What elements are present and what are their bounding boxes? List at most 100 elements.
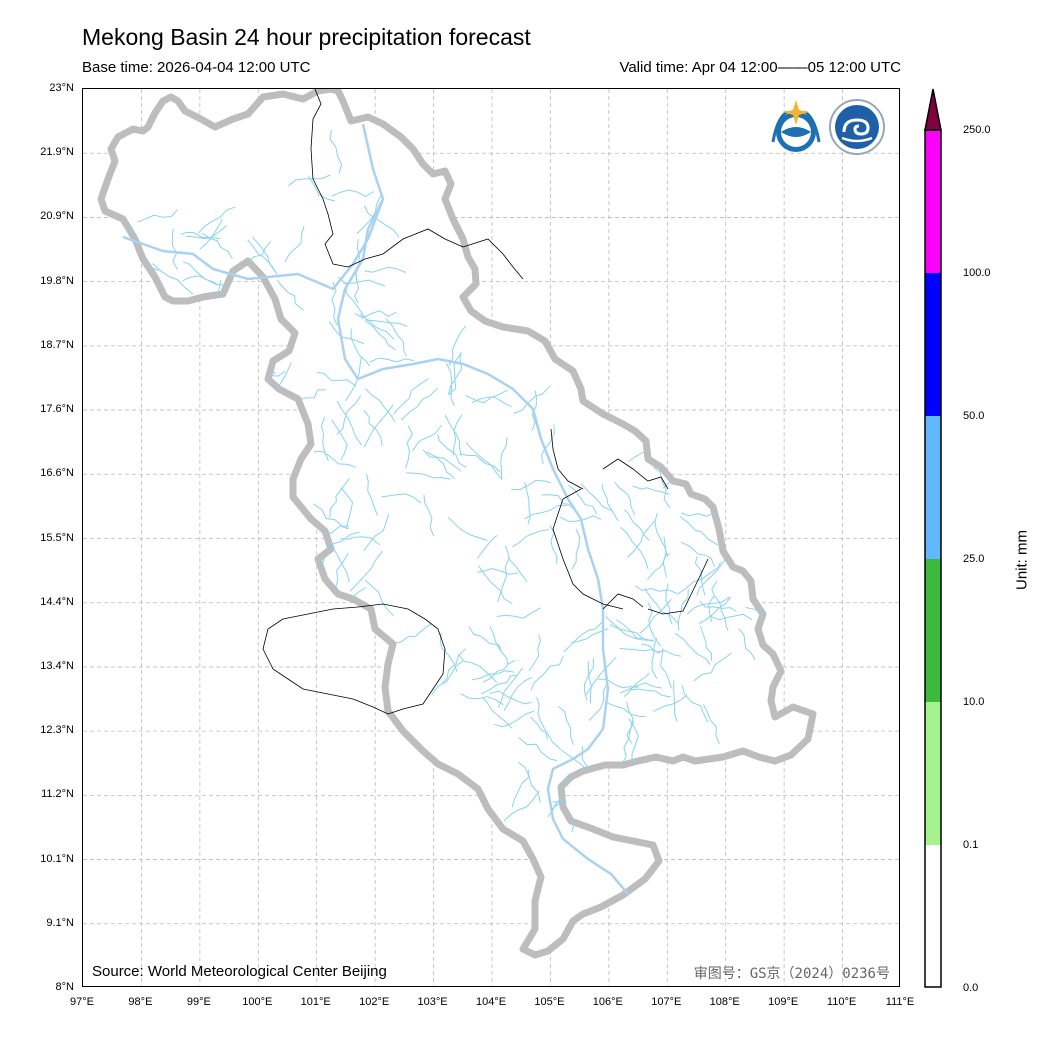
tributary-river bbox=[489, 626, 509, 665]
x-tick-label: 107°E bbox=[651, 996, 682, 1008]
base-time-label: Base time: 2026-04-04 12:00 UTC bbox=[82, 59, 311, 76]
tributary-river bbox=[693, 652, 732, 682]
cma-logo-icon bbox=[829, 99, 885, 155]
x-tick-label: 101°E bbox=[300, 996, 331, 1008]
y-tick-label: 12.3°N bbox=[40, 724, 74, 737]
colorbar-segment bbox=[925, 416, 941, 559]
tributary-river bbox=[567, 484, 598, 515]
tributary-river bbox=[340, 487, 354, 530]
approval-number: 审图号：GS京（2024）0236号 bbox=[693, 966, 890, 982]
x-tick-label: 111°E bbox=[885, 996, 915, 1008]
tributary-river bbox=[364, 580, 394, 617]
colorbar-tick-label: 10.0 bbox=[963, 696, 985, 708]
tributary-river bbox=[571, 528, 581, 570]
tributary-river bbox=[313, 503, 349, 530]
tributary-river bbox=[623, 672, 650, 697]
colorbar-segment bbox=[925, 130, 941, 273]
tributary-river bbox=[583, 658, 594, 701]
tributary-river bbox=[513, 385, 551, 414]
x-tick-label: 105°E bbox=[534, 996, 565, 1008]
tributary-river bbox=[354, 310, 397, 319]
tributary-river bbox=[518, 737, 558, 762]
tributary-river bbox=[494, 710, 535, 728]
tributary-river bbox=[329, 478, 350, 518]
tributary-river bbox=[674, 632, 711, 665]
logo-wmo bbox=[767, 98, 825, 156]
colorbar-tick-label: 0.0 bbox=[963, 982, 979, 994]
colorbar-tick-label: 250.0 bbox=[963, 124, 991, 136]
tributary-river bbox=[471, 670, 515, 681]
wmo-logo-icon bbox=[771, 100, 821, 152]
tributary-river bbox=[465, 389, 508, 404]
tributary-river bbox=[331, 189, 375, 197]
tributary-river bbox=[588, 684, 607, 721]
tributary-river bbox=[482, 697, 513, 729]
map-title: Mekong Basin 24 hour precipitation forec… bbox=[82, 24, 531, 50]
x-tick-label: 100°E bbox=[242, 996, 273, 1008]
colorbar-tick-label: 100.0 bbox=[963, 267, 991, 279]
tributary-river bbox=[405, 425, 413, 469]
tributary-river bbox=[180, 231, 221, 240]
tributary-river bbox=[500, 437, 508, 480]
x-tick-label: 99°E bbox=[186, 996, 211, 1008]
colorbar-frame bbox=[924, 129, 942, 988]
tributary-river bbox=[363, 205, 400, 238]
tributary-river bbox=[698, 596, 731, 624]
tributary-river bbox=[363, 410, 383, 446]
source-label: Source: World Meteorological Center Beij… bbox=[92, 963, 387, 980]
tributary-river bbox=[629, 688, 671, 698]
colorbar-segment bbox=[925, 559, 941, 702]
tributary-river bbox=[355, 239, 360, 281]
tributary-river bbox=[349, 550, 383, 592]
y-tick-label: 15.5°N bbox=[40, 531, 74, 544]
tributary-river bbox=[442, 648, 467, 684]
tributary-river bbox=[465, 442, 503, 480]
y-tick-label: 14.4°N bbox=[40, 595, 74, 608]
tributary-river bbox=[363, 514, 390, 551]
tributary-river bbox=[580, 483, 614, 513]
tributary-river bbox=[182, 261, 218, 286]
tributary-river bbox=[713, 594, 729, 632]
tributary-river bbox=[431, 660, 464, 696]
colorbar-svg bbox=[924, 88, 942, 988]
tributary-river bbox=[540, 424, 556, 464]
tributary-river bbox=[265, 408, 305, 420]
tributary-river bbox=[651, 638, 658, 679]
tributary-river bbox=[313, 450, 356, 468]
tributary-river bbox=[468, 626, 502, 651]
tributary-river bbox=[154, 305, 196, 318]
y-tick-label: 23°N bbox=[49, 82, 74, 94]
country-border-line bbox=[602, 558, 709, 615]
y-tick-label: 16.6°N bbox=[40, 467, 74, 480]
colorbar-segment bbox=[925, 702, 941, 845]
tributary-river bbox=[477, 567, 518, 575]
tributary-river bbox=[369, 357, 415, 363]
tributary-river bbox=[199, 218, 223, 250]
colorbar-unit: Unit: mm bbox=[1013, 530, 1031, 590]
tributary-river bbox=[365, 320, 396, 351]
y-tick-label: 13.4°N bbox=[40, 659, 74, 672]
tributary-river bbox=[459, 453, 501, 473]
tributary-river bbox=[662, 536, 667, 578]
tributary-river bbox=[406, 472, 451, 480]
tributary-river bbox=[605, 616, 644, 641]
tributary-river bbox=[385, 318, 407, 357]
x-tick-label: 102°E bbox=[359, 996, 390, 1008]
tributary-river bbox=[480, 675, 517, 695]
tributary-river bbox=[328, 320, 365, 345]
tributary-river bbox=[652, 694, 688, 712]
tributary-river bbox=[673, 680, 678, 722]
tributary-river bbox=[627, 519, 656, 558]
tributary-river bbox=[331, 419, 348, 461]
tributary-river bbox=[642, 767, 685, 779]
map-canvas bbox=[83, 89, 899, 986]
tributary-river bbox=[528, 634, 541, 672]
tributary-river bbox=[614, 481, 636, 516]
tributary-river bbox=[699, 625, 713, 662]
y-tick-label: 20.9°N bbox=[40, 210, 74, 223]
tributary-river bbox=[364, 319, 408, 327]
tributary-river bbox=[453, 414, 463, 456]
tributary-river bbox=[503, 676, 533, 711]
tributary-river bbox=[536, 697, 549, 740]
tributary-river bbox=[284, 226, 305, 263]
